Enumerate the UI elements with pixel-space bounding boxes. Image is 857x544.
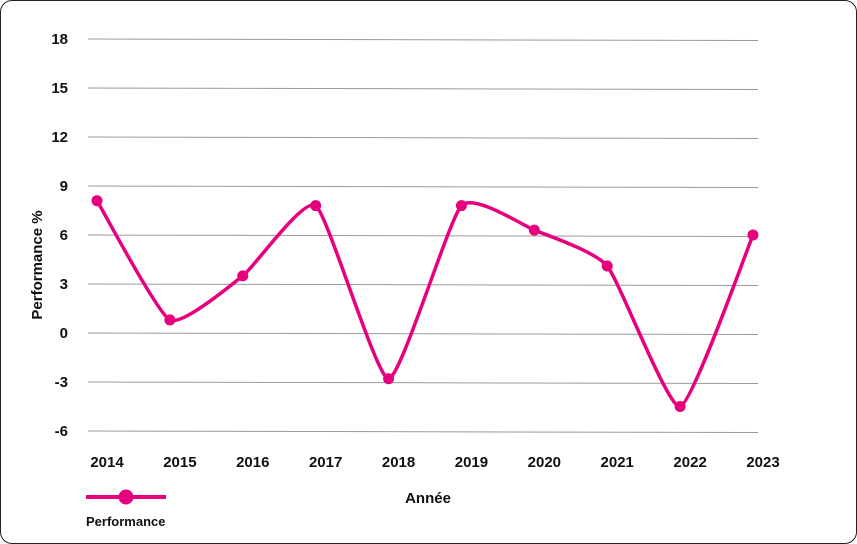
series-line [95, 199, 755, 409]
y-tick-label: 12 [51, 129, 68, 146]
data-point-2019 [455, 200, 467, 212]
y-tick-label: 0 [60, 325, 68, 342]
x-tick-label: 2015 [163, 454, 196, 471]
y-axis-label: Performance % [29, 210, 46, 319]
series-group [91, 195, 759, 412]
y-tick-labels: 18 15 12 9 6 3 0 -3 -6 [51, 31, 68, 440]
grid-line [87, 136, 759, 139]
grid-line [87, 381, 759, 384]
x-tick-label: 2016 [236, 454, 269, 471]
data-point-2015 [164, 314, 176, 326]
data-point-2017 [310, 200, 322, 212]
y-tick-label: 18 [51, 31, 68, 48]
data-point-2014 [91, 195, 103, 207]
legend: Performance [86, 489, 166, 529]
data-point-2022 [674, 401, 686, 412]
grid-line [87, 234, 759, 237]
data-point-2020 [528, 224, 540, 236]
legend-label: Performance [86, 514, 165, 529]
data-point-2018 [383, 373, 395, 385]
y-tick-label: 9 [60, 178, 68, 195]
x-tick-label: 2021 [601, 454, 634, 471]
data-point-2021 [601, 260, 613, 272]
y-tick-label: 15 [51, 80, 68, 97]
grid-lines [87, 38, 759, 433]
x-tick-label: 2014 [90, 454, 124, 471]
x-tick-labels: 2014 2015 2016 2017 2018 2019 2020 2021 2022 2023 [90, 454, 779, 471]
data-point-2023 [747, 229, 759, 241]
x-tick-label: 2018 [382, 454, 415, 471]
grid-line [87, 38, 759, 41]
grid-line [87, 87, 759, 90]
legend-marker [118, 489, 134, 505]
x-tick-label: 2019 [455, 454, 488, 471]
grid-line [87, 430, 759, 433]
x-tick-label: 2023 [746, 454, 779, 471]
y-tick-label: -3 [55, 374, 68, 391]
y-tick-label: -6 [55, 423, 68, 440]
grid-line [87, 283, 759, 286]
y-tick-label: 6 [60, 227, 68, 244]
grid-line [87, 185, 759, 188]
x-tick-label: 2022 [673, 454, 706, 471]
data-point-2016 [237, 270, 249, 282]
y-tick-label: 3 [60, 276, 68, 293]
x-tick-label: 2017 [309, 454, 342, 471]
x-tick-label: 2020 [528, 454, 561, 471]
grid-line [87, 332, 759, 335]
x-axis-label: Année [405, 490, 451, 507]
